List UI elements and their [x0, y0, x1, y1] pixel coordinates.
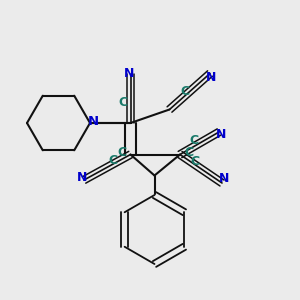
Text: N: N	[77, 171, 87, 184]
Text: C: C	[191, 155, 200, 168]
Text: C: C	[118, 96, 127, 109]
Text: C: C	[109, 154, 118, 167]
Text: N: N	[87, 115, 99, 128]
Text: N: N	[219, 172, 229, 185]
Text: C: C	[181, 85, 190, 98]
Text: N: N	[124, 68, 134, 80]
Text: C: C	[190, 134, 199, 148]
Text: N: N	[206, 70, 217, 84]
Text: C: C	[117, 146, 126, 160]
Text: N: N	[216, 128, 226, 141]
Text: C: C	[184, 146, 194, 160]
